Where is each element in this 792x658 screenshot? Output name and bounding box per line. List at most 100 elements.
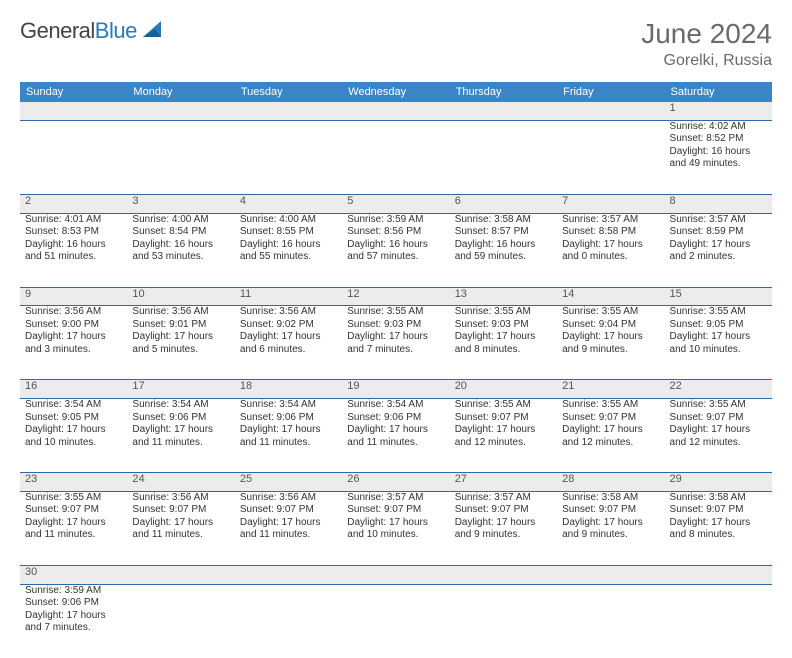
day-number-row: 16171819202122	[20, 380, 772, 399]
day-number-cell: 30	[20, 565, 127, 584]
calendar-day-cell: Sunrise: 3:59 AMSunset: 8:56 PMDaylight:…	[342, 213, 449, 287]
day-detail-line: and 5 minutes.	[132, 344, 229, 357]
day-detail-line: Sunrise: 3:58 AM	[670, 492, 767, 505]
calendar-day-cell	[235, 120, 342, 194]
day-detail-line: Sunset: 8:53 PM	[25, 226, 122, 239]
calendar-day-cell: Sunrise: 4:00 AMSunset: 8:54 PMDaylight:…	[127, 213, 234, 287]
day-detail-line: Daylight: 17 hours	[347, 424, 444, 437]
day-detail-line: Sunrise: 3:55 AM	[562, 399, 659, 412]
day-detail-line: and 3 minutes.	[25, 344, 122, 357]
day-detail-line: Sunset: 9:03 PM	[347, 319, 444, 332]
day-number-cell	[665, 565, 772, 584]
day-number-cell: 25	[235, 473, 342, 492]
weekday-header-row: Sunday Monday Tuesday Wednesday Thursday…	[20, 82, 772, 102]
calendar-week-row: Sunrise: 4:01 AMSunset: 8:53 PM Daylight:…	[20, 213, 772, 287]
calendar-day-cell: Sunrise: 3:55 AMSunset: 9:07 PMDaylight:…	[557, 399, 664, 473]
day-detail-line: Sunset: 9:07 PM	[455, 412, 552, 425]
day-number-cell: 2	[20, 194, 127, 213]
calendar-week-row: Sunrise: 4:02 AMSunset: 8:52 PMDaylight:…	[20, 120, 772, 194]
day-number-cell: 12	[342, 287, 449, 306]
day-detail-line: Sunset: 9:07 PM	[347, 504, 444, 517]
calendar-day-cell	[450, 120, 557, 194]
calendar-day-cell: Sunrise: 3:56 AMSunset: 9:07 PMDaylight:…	[127, 491, 234, 565]
day-detail-line: and 49 minutes.	[670, 158, 767, 171]
day-detail-line: Daylight: 17 hours	[25, 517, 122, 530]
day-number-cell	[450, 565, 557, 584]
day-detail-line: Daylight: 17 hours	[562, 239, 659, 252]
day-detail-line: and 55 minutes.	[240, 251, 337, 264]
day-detail-line: Sunrise: 3:54 AM	[132, 399, 229, 412]
day-number-cell: 1	[665, 102, 772, 120]
day-detail-line: Sunset: 9:06 PM	[132, 412, 229, 425]
day-detail-line: Sunset: 9:06 PM	[240, 412, 337, 425]
day-number-row: 9101112131415	[20, 287, 772, 306]
day-detail-line: Daylight: 17 hours	[562, 331, 659, 344]
day-detail-line: Sunrise: 3:57 AM	[455, 492, 552, 505]
day-detail-line: Sunset: 9:05 PM	[25, 412, 122, 425]
day-number-cell: 4	[235, 194, 342, 213]
day-number-cell: 23	[20, 473, 127, 492]
day-detail-line: and 57 minutes.	[347, 251, 444, 264]
day-detail-line: Sunset: 9:02 PM	[240, 319, 337, 332]
day-number-cell: 9	[20, 287, 127, 306]
day-detail-line: and 2 minutes.	[670, 251, 767, 264]
brand-logo: GeneralBlue	[20, 18, 167, 44]
day-detail-line: Daylight: 17 hours	[670, 331, 767, 344]
day-detail-line: Sunrise: 3:55 AM	[670, 399, 767, 412]
day-detail-line: Sunset: 8:59 PM	[670, 226, 767, 239]
calendar-day-cell: Sunrise: 3:57 AMSunset: 8:59 PMDaylight:…	[665, 213, 772, 287]
day-number-cell: 8	[665, 194, 772, 213]
day-number-row: 30	[20, 565, 772, 584]
day-detail-line: Sunrise: 3:59 AM	[25, 585, 122, 598]
day-detail-line: Daylight: 17 hours	[562, 517, 659, 530]
day-detail-line: Sunrise: 3:56 AM	[25, 306, 122, 319]
calendar-day-cell: Sunrise: 3:56 AMSunset: 9:00 PMDaylight:…	[20, 306, 127, 380]
day-detail-line: Sunset: 8:55 PM	[240, 226, 337, 239]
calendar-day-cell	[235, 584, 342, 658]
day-number-cell: 10	[127, 287, 234, 306]
day-detail-line: Sunset: 9:07 PM	[25, 504, 122, 517]
day-number-cell: 7	[557, 194, 664, 213]
calendar-day-cell	[342, 584, 449, 658]
day-detail-line: Sunrise: 4:01 AM	[25, 214, 122, 227]
weekday-header: Friday	[557, 82, 664, 102]
day-detail-line: Sunrise: 4:00 AM	[240, 214, 337, 227]
weekday-header: Wednesday	[342, 82, 449, 102]
day-detail-line: Daylight: 16 hours	[455, 239, 552, 252]
day-detail-line: Daylight: 16 hours	[347, 239, 444, 252]
calendar-week-row: Sunrise: 3:56 AMSunset: 9:00 PMDaylight:…	[20, 306, 772, 380]
calendar-day-cell: Sunrise: 3:54 AMSunset: 9:06 PMDaylight:…	[235, 399, 342, 473]
day-detail-line: Daylight: 16 hours	[240, 239, 337, 252]
day-detail-line: and 0 minutes.	[562, 251, 659, 264]
day-detail-line: and 12 minutes.	[562, 437, 659, 450]
day-detail-line: and 11 minutes.	[132, 437, 229, 450]
page-header: GeneralBlue June 2024 Gorelki, Russia	[20, 18, 772, 70]
day-detail-line: Sunrise: 3:55 AM	[455, 399, 552, 412]
day-number-cell	[127, 102, 234, 120]
weekday-header: Thursday	[450, 82, 557, 102]
day-detail-line: Sunrise: 3:56 AM	[132, 492, 229, 505]
day-detail-line: Sunrise: 3:56 AM	[240, 492, 337, 505]
day-detail-line: Sunrise: 3:54 AM	[347, 399, 444, 412]
calendar-day-cell	[557, 584, 664, 658]
day-detail-line: Sunrise: 3:54 AM	[240, 399, 337, 412]
calendar-day-cell: Sunrise: 3:56 AMSunset: 9:01 PMDaylight:…	[127, 306, 234, 380]
calendar-day-cell	[665, 584, 772, 658]
day-detail-line: Daylight: 17 hours	[455, 517, 552, 530]
day-detail-line: Sunrise: 3:56 AM	[240, 306, 337, 319]
day-detail-line: Daylight: 17 hours	[132, 331, 229, 344]
day-number-cell	[557, 102, 664, 120]
day-detail-line: and 12 minutes.	[455, 437, 552, 450]
day-number-cell	[557, 565, 664, 584]
day-detail-line: Sunset: 9:07 PM	[132, 504, 229, 517]
calendar-day-cell	[20, 120, 127, 194]
calendar-day-cell: Sunrise: 4:02 AMSunset: 8:52 PMDaylight:…	[665, 120, 772, 194]
day-detail-line: Daylight: 17 hours	[347, 517, 444, 530]
day-number-cell: 5	[342, 194, 449, 213]
day-number-cell	[450, 102, 557, 120]
calendar-day-cell: Sunrise: 3:58 AMSunset: 8:57 PMDaylight:…	[450, 213, 557, 287]
day-number-cell: 20	[450, 380, 557, 399]
day-detail-line: Sunrise: 3:55 AM	[347, 306, 444, 319]
day-detail-line: and 7 minutes.	[25, 622, 122, 635]
day-number-cell: 27	[450, 473, 557, 492]
